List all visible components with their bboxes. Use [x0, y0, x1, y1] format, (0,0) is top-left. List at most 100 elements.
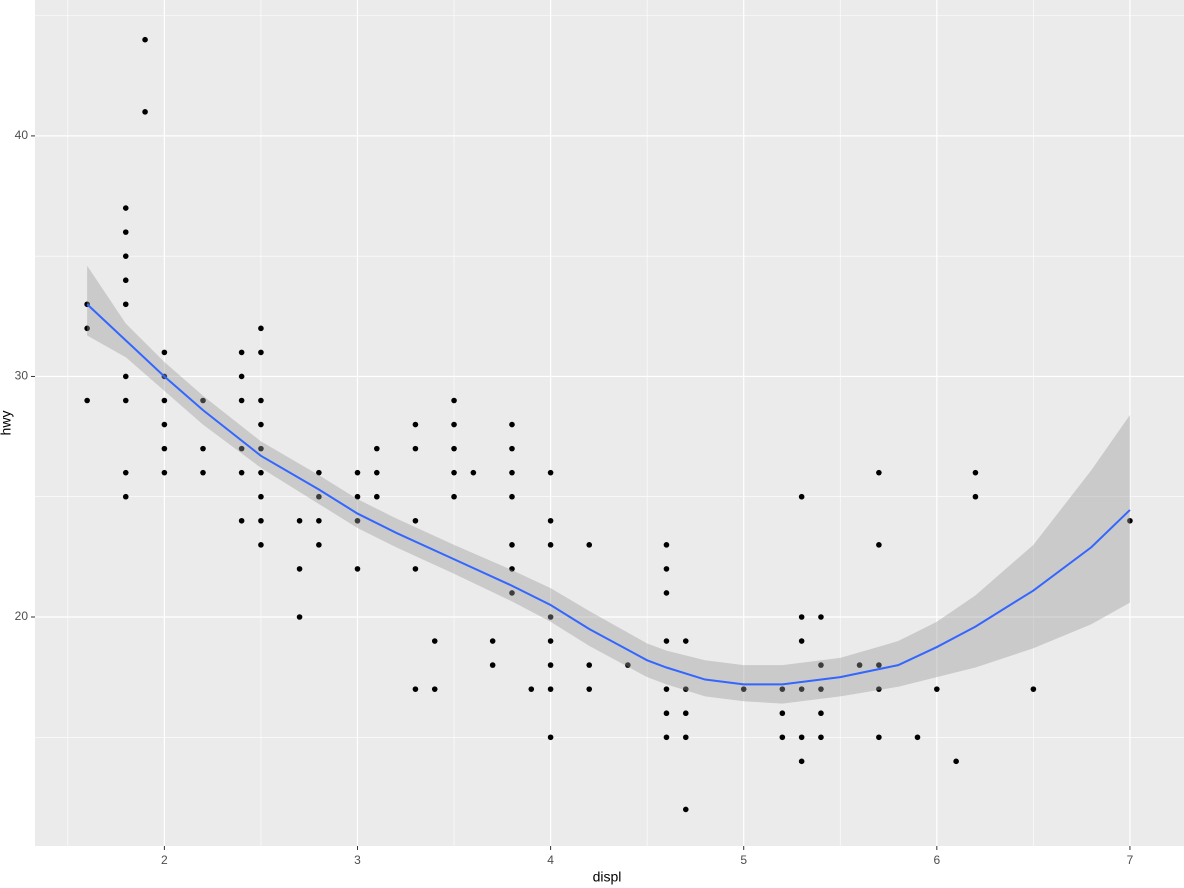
point: [953, 758, 959, 765]
point: [779, 686, 786, 692]
point: [451, 469, 457, 476]
point: [122, 229, 129, 235]
point: [934, 686, 940, 692]
point: [412, 517, 419, 524]
point: [972, 469, 979, 476]
point: [489, 638, 496, 644]
point: [586, 686, 593, 692]
point: [818, 734, 824, 741]
point: [238, 517, 245, 524]
point: [625, 662, 631, 668]
point: [547, 686, 554, 692]
point: [451, 445, 457, 452]
point: [431, 686, 438, 692]
y-tick-label: 20: [15, 609, 29, 623]
point: [682, 638, 689, 644]
point: [682, 734, 689, 741]
point: [798, 734, 805, 741]
point: [509, 542, 515, 548]
point: [509, 493, 515, 500]
point: [740, 686, 747, 692]
smooth-line: [86, 303, 1131, 686]
point: [412, 445, 419, 452]
point: [354, 566, 361, 572]
point: [296, 517, 303, 524]
panel: [35, 0, 1184, 846]
point: [142, 36, 148, 43]
point: [798, 686, 805, 692]
y-tick-label: 40: [15, 128, 29, 142]
point: [663, 686, 670, 692]
point: [316, 493, 322, 500]
point: [316, 517, 322, 524]
point: [818, 614, 824, 620]
point: [161, 469, 168, 476]
point: [238, 349, 245, 356]
point: [489, 662, 496, 668]
point: [509, 469, 515, 476]
point: [876, 686, 882, 692]
point: [663, 734, 670, 741]
confidence-band: [87, 265, 1130, 704]
point: [586, 662, 593, 668]
point: [122, 373, 129, 380]
point: [374, 493, 380, 500]
point: [818, 662, 824, 668]
point: [779, 710, 786, 717]
point: [354, 517, 361, 524]
x-tick-label: 3: [354, 853, 361, 867]
point: [470, 469, 477, 476]
point: [798, 493, 805, 500]
point: [547, 542, 554, 548]
x-tick-label: 5: [740, 853, 747, 867]
point: [876, 542, 882, 548]
point: [258, 397, 264, 404]
point: [914, 734, 921, 741]
point: [663, 710, 670, 717]
point: [374, 469, 380, 476]
point: [258, 517, 264, 524]
point: [547, 517, 554, 524]
point: [374, 445, 380, 452]
point: [451, 421, 457, 428]
point: [161, 445, 168, 452]
point: [682, 710, 689, 717]
point: [296, 566, 303, 572]
point: [856, 662, 863, 668]
point: [412, 421, 419, 428]
point: [122, 493, 129, 500]
point: [547, 734, 554, 741]
point: [200, 445, 206, 452]
point: [238, 469, 245, 476]
point: [818, 686, 824, 692]
point: [682, 686, 689, 692]
point: [200, 469, 206, 476]
point: [142, 109, 148, 115]
x-axis-title: displ: [593, 869, 622, 885]
point: [122, 253, 129, 259]
point: [412, 686, 419, 692]
point: [122, 301, 129, 308]
point: [1030, 686, 1037, 692]
point: [122, 277, 129, 284]
point: [798, 758, 805, 765]
point: [200, 397, 206, 404]
point: [972, 493, 979, 500]
point: [798, 614, 805, 620]
point: [509, 421, 515, 428]
point: [663, 542, 670, 548]
point: [161, 421, 168, 428]
point: [876, 662, 882, 668]
point: [258, 421, 264, 428]
y-axis-title: hwy: [0, 411, 14, 436]
point: [354, 493, 361, 500]
point: [84, 397, 90, 404]
point: [663, 590, 670, 596]
point: [431, 638, 438, 644]
point: [547, 638, 554, 644]
point: [547, 614, 554, 620]
point: [1127, 517, 1133, 524]
point: [509, 590, 515, 596]
point: [258, 542, 264, 548]
